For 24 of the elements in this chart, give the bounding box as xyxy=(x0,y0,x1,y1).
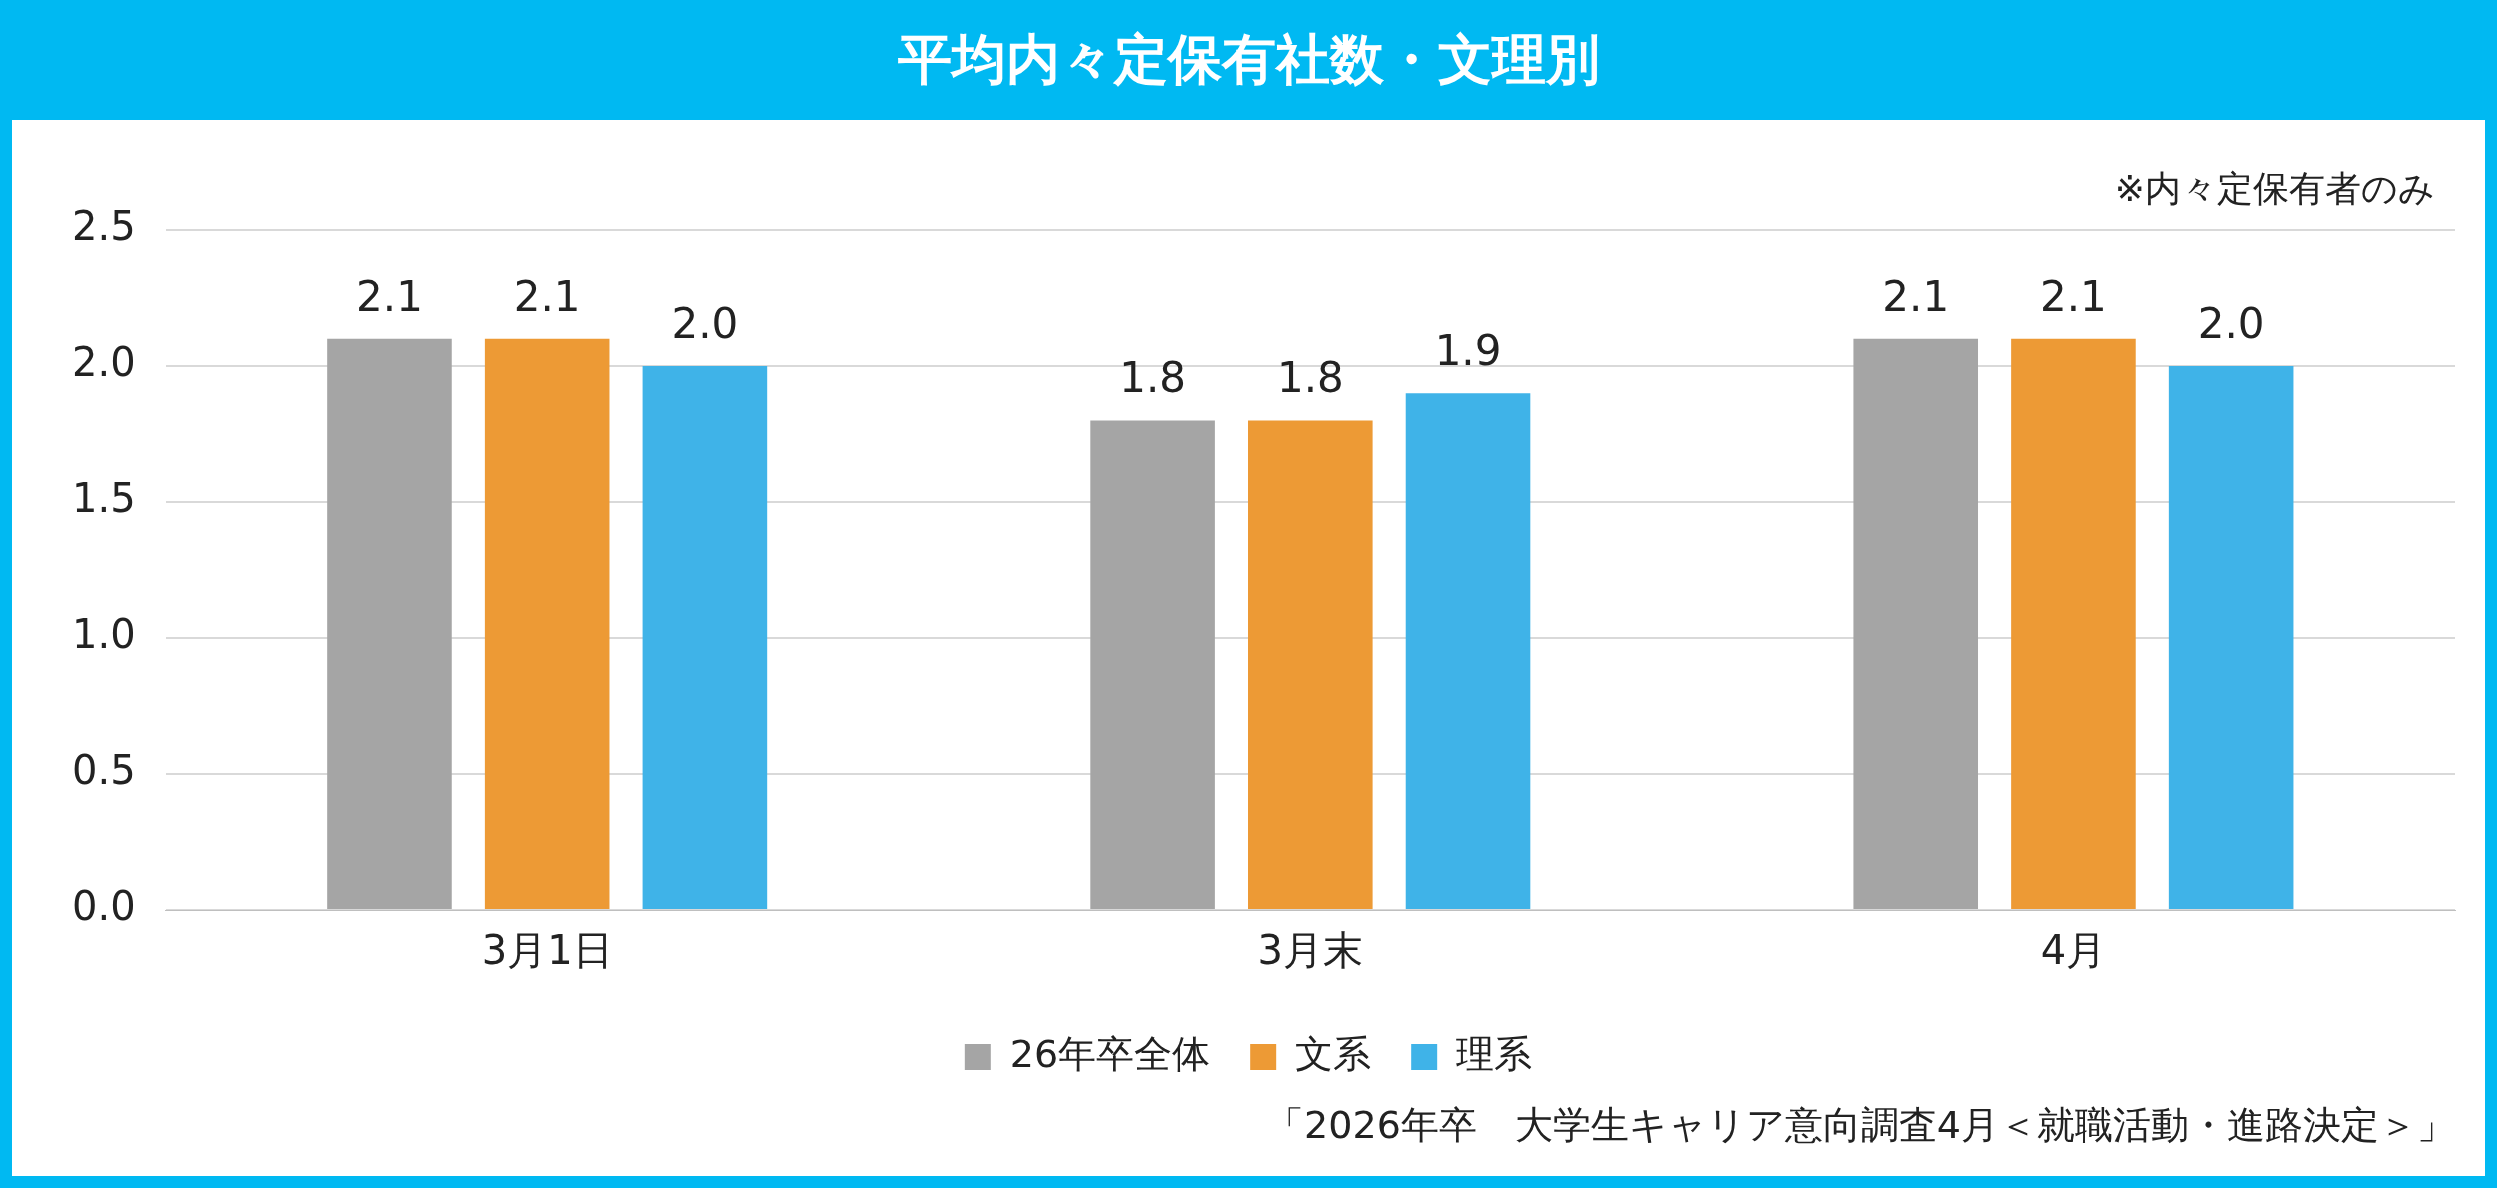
data-label: 2.1 xyxy=(356,271,423,321)
data-label: 1.8 xyxy=(1276,353,1344,403)
data-label: 1.9 xyxy=(1434,326,1502,376)
y-tick-label: 1.0 xyxy=(71,611,136,658)
y-tick-label: 1.5 xyxy=(71,475,136,522)
data-label: 2.0 xyxy=(671,298,739,348)
text: ※内々定保有者のみ xyxy=(2114,167,2435,211)
data-label: 2.1 xyxy=(1882,271,1950,321)
data-label: 2.1 xyxy=(513,271,581,321)
data-label: 1.8 xyxy=(1119,353,1186,403)
legend-label: 理系 xyxy=(1456,1031,1533,1076)
legend-label: 文系 xyxy=(1295,1031,1372,1076)
data-label: 2.1 xyxy=(2040,271,2107,321)
y-tick-label: 0.0 xyxy=(71,883,136,930)
text: 「2026年卒 大学生キャリア意向調査4月＜就職活動・進路決定＞」 xyxy=(1266,1102,2455,1149)
y-tick-label: 0.5 xyxy=(71,747,136,794)
x-tick-label: 3月末 xyxy=(1257,927,1364,974)
y-tick-label: 2.5 xyxy=(71,203,136,250)
x-tick-label: 4月 xyxy=(2040,927,2107,974)
data-label: 2.0 xyxy=(2197,298,2265,348)
y-tick-label: 2.0 xyxy=(71,339,136,386)
legend-label: 26年卒全体 xyxy=(1009,1031,1211,1076)
chart-title: 平均内々定保有社数・文理別 xyxy=(896,27,1601,93)
x-tick-label: 3月1日 xyxy=(481,927,613,974)
